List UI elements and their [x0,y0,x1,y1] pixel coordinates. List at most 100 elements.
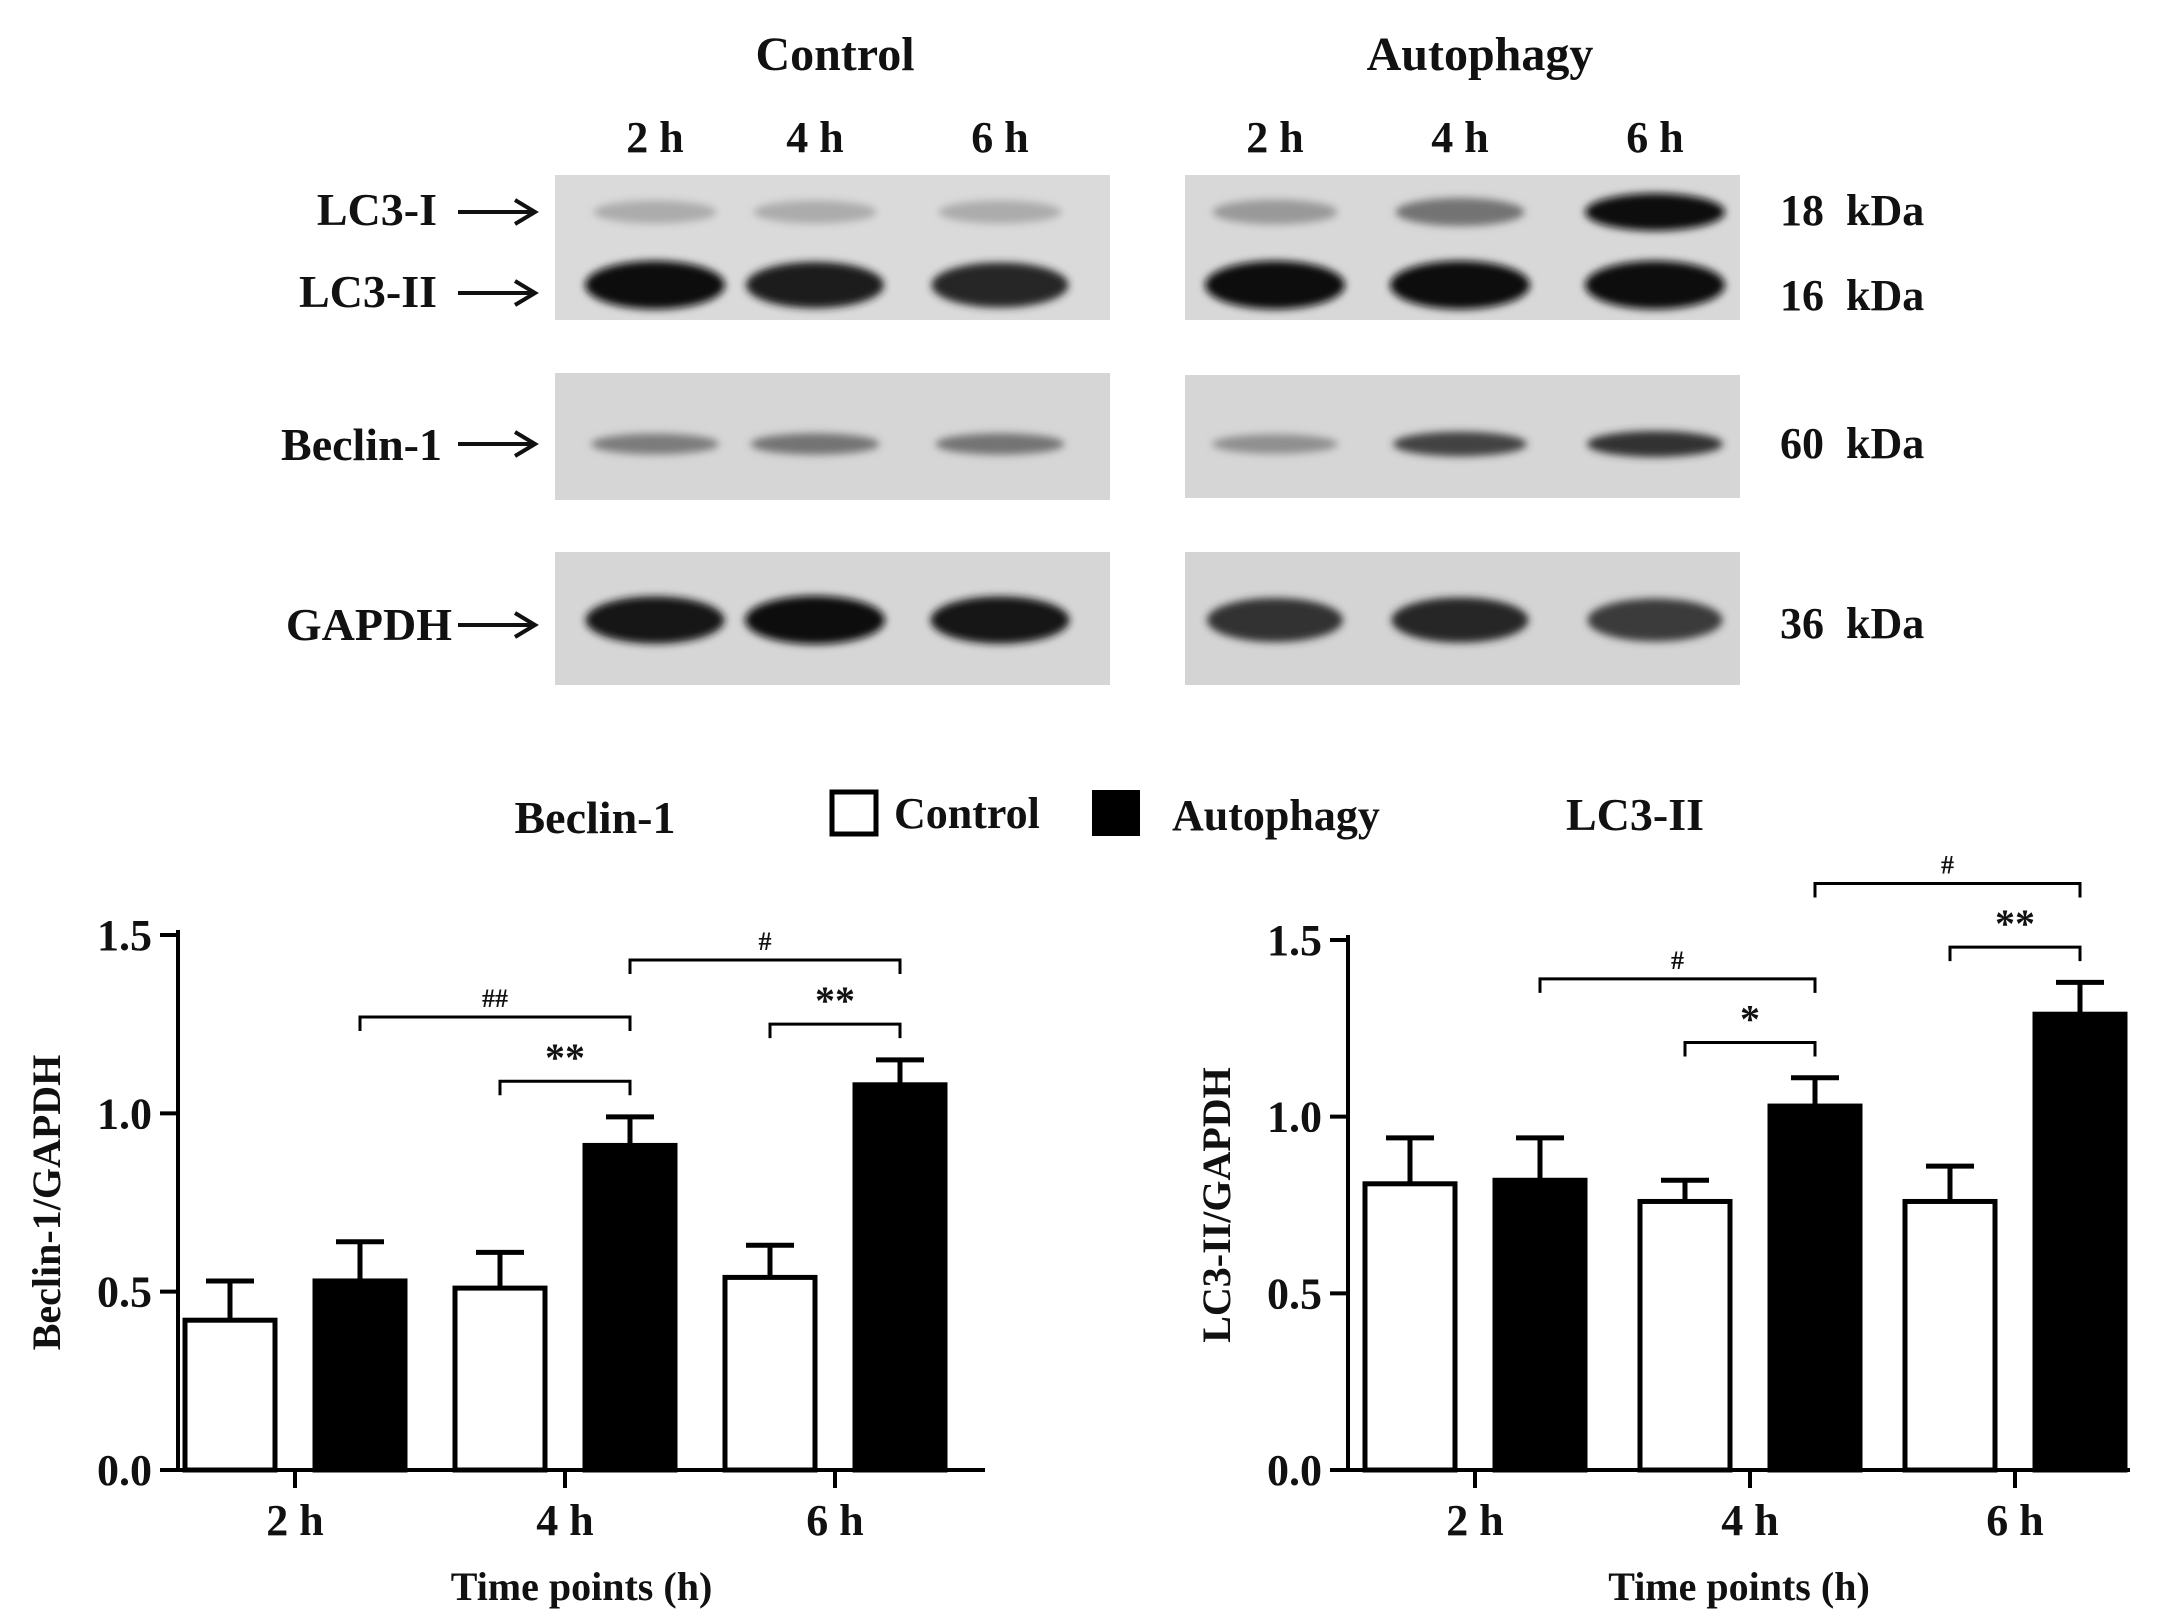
bar-autophagy [582,1142,678,1473]
y-tick-label: 1.0 [1267,1093,1322,1142]
y-tick-label: 0.0 [97,1446,152,1495]
y-tick-label: 1.5 [97,911,152,960]
band-beclin-1-autophagy-1 [1212,434,1338,454]
lane-label-autophagy-4h: 4 h [1431,113,1488,162]
x-axis-label: Time points (h) [1608,1564,1870,1609]
bar-control [722,1274,818,1473]
legend-label-autophagy: Autophagy [1172,791,1380,840]
band-beclin-1-autophagy-3 [1587,431,1723,457]
significance-label: ** [1995,901,2035,946]
x-tick-label: 2 h [266,1496,323,1545]
band-gapdh-autophagy-3 [1587,598,1723,642]
lc3-ii-bar-chart: LC3-II 0.0 0.5 1.0 1.5 2 h 4 h 6 h Time points (… [1194,789,2130,1609]
significance-label: # [1671,946,1684,975]
band-lc3-i-control-3 [938,200,1062,224]
bar-control [182,1317,278,1473]
band-lc3-ii-autophagy-1 [1205,260,1345,310]
band-lc3-ii-control-2 [746,261,884,309]
band-gapdh-autophagy-2 [1391,597,1529,643]
band-beclin-1-control-2 [750,433,880,455]
blot-group-title-control: Control [755,28,914,81]
bar-control [452,1285,548,1473]
lane-label-autophagy-6h: 6 h [1626,113,1683,162]
y-tick-label: 0.5 [1267,1269,1322,1318]
lane-label-control-6h: 6 h [971,113,1028,162]
kda-label-18: 18 kDa [1780,186,1924,235]
band-lc3-i-autophagy-1 [1212,199,1338,225]
protein-label-beclin-1: Beclin-1 [281,419,442,470]
significance-label: # [759,927,772,956]
lane-label-autophagy-2h: 2 h [1246,113,1303,162]
x-tick-label: 6 h [1986,1496,2043,1545]
kda-label-16: 16 kDa [1780,271,1924,320]
y-tick-label: 0.0 [1267,1446,1322,1495]
protein-label-lc3-i: LC3-I [317,184,437,235]
blot-group-title-autophagy: Autophagy [1367,28,1594,81]
band-lc3-ii-control-3 [931,262,1069,308]
y-tick-label: 1.5 [1267,916,1322,965]
bar-control [1902,1198,1998,1473]
significance-label: # [1941,850,1954,879]
arrow-lc3-i [458,198,539,226]
significance-bracket [1948,945,2082,962]
bar-autophagy [312,1278,408,1473]
significance-bracket [768,1022,902,1039]
x-tick-label: 6 h [806,1496,863,1545]
legend-label-control: Control [894,789,1040,838]
y-axis-label: LC3-II/GAPDH [1194,1067,1239,1343]
lane-label-control-4h: 4 h [786,113,843,162]
kda-label-36: 36 kDa [1780,599,1924,648]
band-gapdh-control-2 [745,595,885,645]
arrow-beclin-1 [458,430,539,458]
blot-bands [585,193,1725,645]
band-gapdh-control-3 [930,596,1070,644]
chart-legend: Control Autophagy [829,789,1380,840]
band-lc3-ii-control-1 [585,260,725,310]
beclin-1-bar-chart: Beclin-1 0.0 0.5 1.0 1.5 2 h 4 h 6 h Time points… [24,792,985,1609]
kda-label-60: 60 kDa [1780,419,1924,468]
significance-bracket [498,1079,632,1096]
chart-title: Beclin-1 [515,792,676,843]
band-lc3-ii-autophagy-2 [1390,260,1530,310]
significance-bracket [628,958,902,974]
band-lc3-i-control-2 [753,200,877,224]
significance-bracket [1813,881,2082,898]
band-lc3-i-autophagy-3 [1585,193,1725,231]
bar-autophagy [2032,1011,2128,1473]
band-gapdh-control-1 [585,596,725,644]
band-beclin-1-control-1 [591,433,719,455]
protein-label-lc3-ii: LC3-II [299,266,437,317]
significance-label: ** [545,1035,585,1080]
legend-swatch-autophagy [1092,790,1140,836]
band-beclin-1-control-3 [935,433,1065,455]
significance-bracket [358,1015,632,1032]
y-tick-label: 0.5 [97,1268,152,1317]
western-blot-panel: Control Autophagy 2 h 4 h 6 h 2 h 4 h 6 … [281,28,1924,685]
arrow-gapdh [458,611,539,639]
band-lc3-i-control-1 [593,200,717,224]
band-lc3-i-autophagy-2 [1395,197,1525,227]
significance-label: ## [482,984,508,1013]
bar-autophagy [1492,1177,1588,1473]
legend-swatch-control [829,789,879,837]
label-arrows [458,198,539,639]
lane-label-control-2h: 2 h [626,113,683,162]
bar-autophagy [1767,1103,1863,1473]
bar-control [1637,1198,1733,1473]
protein-label-gapdh: GAPDH [286,599,452,650]
y-tick-label: 1.0 [97,1089,152,1138]
x-tick-label: 2 h [1446,1496,1503,1545]
chart-title: LC3-II [1566,789,1704,840]
y-axis-label: Beclin-1/GAPDH [24,1055,69,1351]
band-gapdh-autophagy-1 [1207,598,1343,642]
x-tick-label: 4 h [1721,1496,1778,1545]
arrow-lc3-ii [458,279,539,307]
significance-bracket [1683,1040,1817,1057]
significance-bracket [1538,977,1817,993]
bar-autophagy [852,1082,948,1473]
x-axis-label: Time points (h) [451,1564,713,1609]
x-tick-label: 4 h [536,1496,593,1545]
bar-control [1362,1181,1458,1473]
significance-label: ** [815,978,855,1023]
